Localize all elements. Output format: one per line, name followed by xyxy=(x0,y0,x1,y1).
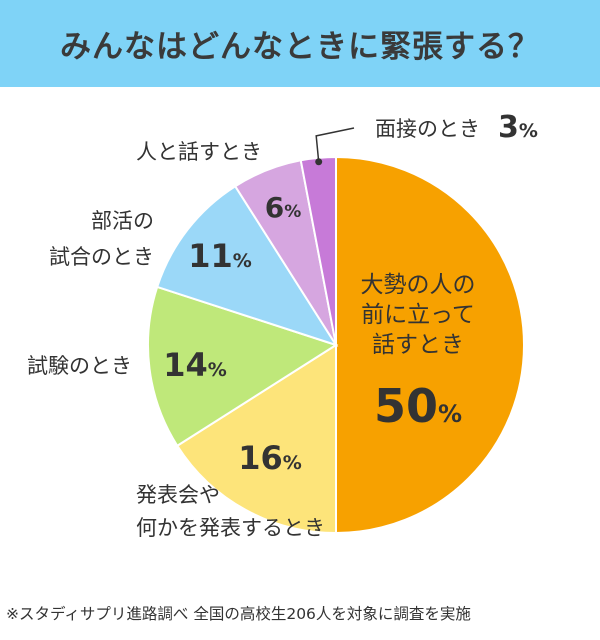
slice-label-0: 大勢の人の前に立って話すとき xyxy=(361,272,476,358)
slice-value-percent: % xyxy=(283,452,302,474)
slice-label-line: 前に立って xyxy=(361,302,475,328)
leader-line xyxy=(315,127,355,162)
slice-value-percent: % xyxy=(284,202,301,222)
slice-label-line: 大勢の人の xyxy=(361,272,476,298)
slice-value-number: 6 xyxy=(265,191,284,224)
title-bar: みんなはどんなときに緊張する？ xyxy=(0,0,600,87)
pie-slice-2 xyxy=(147,285,339,448)
slice-label-line: 試験のとき xyxy=(27,354,132,378)
slice-value-number: 14 xyxy=(163,346,208,384)
slice-label-1: 発表会や何かを発表するとき xyxy=(136,483,325,540)
slice-label-line: 部活の xyxy=(91,209,154,233)
slice-value-number: 11 xyxy=(188,237,233,275)
slice-value-3: 11% xyxy=(188,237,252,275)
slice-value-0: 50% xyxy=(374,379,462,433)
pie-chart: 大勢の人の前に立って話すとき 50% 発表会や何かを発表するとき 16% 試験のとき 14… xyxy=(27,110,538,540)
slice-value-4: 6% xyxy=(265,191,302,224)
pie-slice-0 xyxy=(335,155,525,535)
slice-value-1: 16% xyxy=(238,439,302,477)
slice-label-line: 話すとき xyxy=(372,332,464,358)
slice-label-5: 面接のとき xyxy=(375,117,480,141)
slice-value-number: 3 xyxy=(498,110,519,145)
survey-footnote: ※スタディサプリ進路調べ 全国の高校生206人を対象に調査を実施 xyxy=(6,605,471,623)
leader-dot xyxy=(315,158,323,166)
slice-label-line: 何かを発表するとき xyxy=(136,516,325,540)
slice-label-line: 面接のとき xyxy=(375,117,480,141)
chart-title: みんなはどんなときに緊張する？ xyxy=(60,29,540,65)
slice-value-number: 50 xyxy=(374,379,438,433)
slice-label-4: 人と話すとき xyxy=(136,140,262,164)
pie-slice-1 xyxy=(175,343,337,535)
slice-label-3: 部活の試合のとき xyxy=(49,209,154,269)
slice-label-2: 試験のとき xyxy=(27,354,132,378)
slice-label-line: 試合のとき xyxy=(49,245,154,269)
pie-slice-3 xyxy=(155,184,339,347)
slice-value-percent: % xyxy=(438,400,462,428)
slice-value-5: 3% xyxy=(498,110,538,145)
slice-value-2: 14% xyxy=(163,346,227,384)
slice-value-percent: % xyxy=(208,359,227,381)
slice-label-line: 発表会や xyxy=(136,483,220,507)
slice-value-percent: % xyxy=(519,120,538,142)
slice-value-percent: % xyxy=(233,250,252,272)
slice-label-line: 人と話すとき xyxy=(136,140,262,164)
slice-value-number: 16 xyxy=(238,439,283,477)
